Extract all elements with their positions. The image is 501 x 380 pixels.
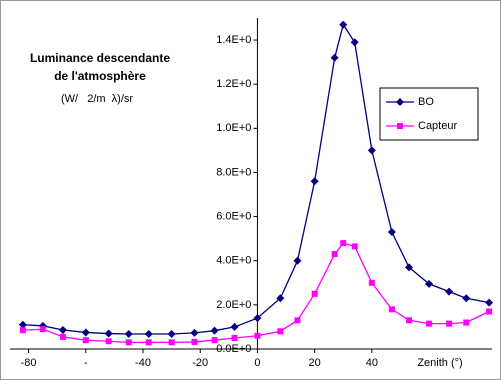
point-marker [190, 328, 199, 337]
point-marker [350, 38, 359, 47]
y-tick-label: 8.0E+0 [216, 166, 251, 178]
point-marker [191, 338, 198, 345]
x-tick-label: -20 [192, 357, 208, 369]
legend-marker [397, 123, 403, 129]
point-marker [211, 337, 218, 344]
point-marker [330, 53, 339, 62]
point-marker [463, 319, 470, 326]
chart-title-line: Luminance descendante [30, 51, 170, 65]
legend-label: BO [418, 96, 434, 108]
y-tick-label: 4.0E+0 [216, 255, 251, 267]
y-tick-label: 6.0E+0 [216, 211, 251, 223]
point-marker [462, 294, 471, 303]
unit-annotation: (W/ 2/m λ)/sr [61, 93, 133, 105]
point-marker [145, 339, 152, 346]
x-tick-label: - [84, 357, 88, 369]
point-marker [167, 329, 176, 338]
point-marker [253, 314, 262, 323]
point-marker [339, 20, 348, 29]
point-marker [294, 317, 301, 324]
point-marker [144, 329, 153, 338]
point-marker [426, 320, 433, 327]
point-marker [105, 338, 112, 345]
x-axis-label: Zenith (°) [417, 357, 462, 369]
point-marker [19, 327, 26, 334]
point-marker [59, 333, 66, 340]
point-marker [388, 306, 395, 313]
point-marker [125, 339, 132, 346]
legend-box [379, 87, 479, 141]
point-marker [230, 322, 239, 331]
x-tick-label: -80 [21, 357, 37, 369]
point-marker [425, 279, 434, 288]
point-marker [446, 320, 453, 327]
point-marker [18, 320, 27, 329]
point-marker [351, 243, 358, 250]
legend-label: Capteur [418, 120, 457, 132]
point-marker [406, 317, 413, 324]
point-marker [310, 177, 319, 186]
point-marker [104, 329, 113, 338]
y-tick-label: 1.4E+0 [216, 34, 251, 46]
point-marker [81, 328, 90, 337]
chart-title-line: de l'atmosphère [54, 69, 146, 83]
point-marker [58, 326, 67, 335]
x-tick-label: 0 [254, 357, 260, 369]
y-tick-label: 1.2E+0 [216, 78, 251, 90]
point-marker [168, 339, 175, 346]
point-marker [387, 228, 396, 237]
point-marker [276, 294, 285, 303]
point-marker [405, 263, 414, 272]
point-marker [311, 290, 318, 297]
x-tick-label: 40 [366, 357, 378, 369]
legend-marker [396, 98, 404, 106]
y-tick-label: 0.0E+0 [216, 343, 251, 355]
y-tick-label: 1.0E+0 [216, 122, 251, 134]
point-marker [486, 308, 493, 315]
point-marker [368, 279, 375, 286]
y-tick-label: 2.0E+0 [216, 299, 251, 311]
point-marker [39, 326, 46, 333]
point-marker [485, 298, 494, 307]
point-marker [340, 240, 347, 247]
point-marker [231, 334, 238, 341]
point-marker [445, 287, 454, 296]
point-marker [82, 337, 89, 344]
point-marker [277, 328, 284, 335]
x-tick-label: -40 [135, 357, 151, 369]
x-tick-label: 20 [309, 357, 321, 369]
point-marker [210, 326, 219, 335]
point-marker [367, 146, 376, 155]
point-marker [293, 256, 302, 265]
point-marker [331, 251, 338, 258]
point-marker [124, 329, 133, 338]
point-marker [254, 332, 261, 339]
